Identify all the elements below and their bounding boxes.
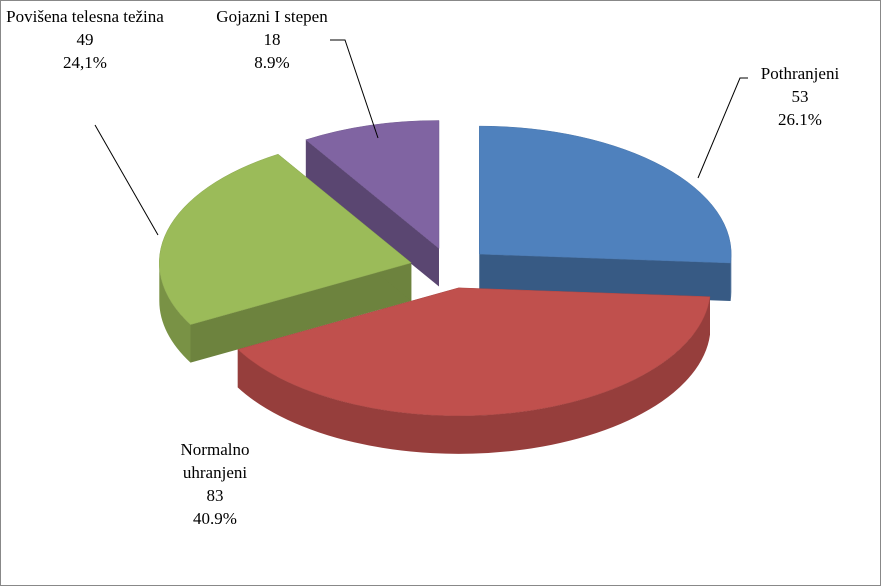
value-label: 53 bbox=[791, 87, 809, 106]
value-label: 18 bbox=[263, 30, 281, 49]
slice-side bbox=[159, 262, 191, 363]
leader-line bbox=[330, 39, 379, 139]
category-label: Gojazni I stepen bbox=[216, 7, 328, 26]
category-label: Pothranjeni bbox=[760, 64, 840, 83]
value-label: 49 bbox=[76, 30, 94, 49]
leader-lines bbox=[94, 39, 748, 236]
slices bbox=[159, 120, 732, 454]
slice-label: Pothranjeni 53 26.1% bbox=[735, 62, 865, 131]
slice bbox=[479, 125, 732, 264]
value-label: 83 bbox=[206, 486, 224, 505]
slice-label: Gojazni I stepen 18 8.9% bbox=[212, 5, 332, 74]
slice-side bbox=[730, 254, 732, 301]
percent-label: 8.9% bbox=[254, 53, 290, 72]
category-label: Normalno uhranjeni bbox=[180, 440, 250, 482]
slice-side bbox=[190, 262, 412, 363]
category-label: Povišena telesna težina bbox=[6, 7, 164, 26]
slice-label: Povišena telesna težina 49 24,1% bbox=[0, 5, 170, 74]
slice bbox=[305, 120, 440, 249]
percent-label: 40.9% bbox=[193, 509, 237, 528]
slice-label: Normalno uhranjeni 83 40.9% bbox=[150, 438, 280, 530]
percent-label: 26.1% bbox=[778, 110, 822, 129]
slice bbox=[159, 153, 412, 325]
slice-side bbox=[479, 254, 731, 301]
leader-line bbox=[94, 124, 159, 236]
slice-side bbox=[237, 296, 711, 454]
slice-side bbox=[305, 139, 440, 287]
slice bbox=[237, 287, 711, 417]
percent-label: 24,1% bbox=[63, 53, 107, 72]
leader-line bbox=[697, 77, 748, 179]
